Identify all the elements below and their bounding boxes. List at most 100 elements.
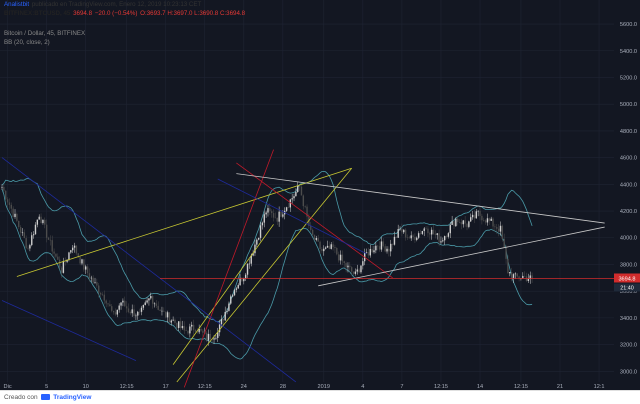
candle-body	[183, 325, 185, 331]
candle-body	[529, 275, 531, 280]
candle-body	[414, 236, 416, 240]
candle-body	[438, 233, 440, 243]
candle-body	[25, 238, 27, 248]
yellow-line-3[interactable]	[172, 224, 274, 365]
drawing-lines[interactable]	[1, 149, 605, 388]
x-tick-label: 5	[45, 384, 48, 390]
y-tick-label: 3200.0	[620, 343, 637, 349]
change-value: −20.0 (−0.54%)	[94, 10, 138, 17]
candle-body	[114, 312, 117, 315]
price-chart[interactable]: 5600.05400.05200.05000.04800.04600.04400…	[0, 0, 640, 390]
candle-body	[429, 233, 431, 235]
candle-body	[510, 272, 513, 278]
candle-body	[306, 206, 308, 217]
red-line-2[interactable]	[183, 149, 274, 388]
candle-body	[317, 238, 319, 242]
white-line-lower[interactable]	[318, 226, 605, 287]
candle-body	[122, 300, 124, 303]
candle-body	[523, 275, 526, 277]
y-tick-label: 5000.0	[620, 102, 637, 108]
candle-body	[358, 269, 360, 273]
candle-body	[109, 304, 111, 307]
candle-body	[336, 248, 338, 255]
candle-body	[36, 219, 39, 225]
candle-body	[499, 225, 502, 232]
candle-body	[254, 244, 256, 254]
blue-line-1[interactable]	[1, 157, 297, 383]
price-axis[interactable]	[614, 0, 640, 390]
close-value: 3694.8	[73, 10, 93, 17]
white-line-upper[interactable]	[236, 173, 605, 224]
y-tick-label: 3000.0	[620, 369, 637, 375]
candle-body	[375, 245, 377, 251]
candle-body	[319, 241, 321, 249]
author-link[interactable]: Analistbit	[4, 1, 30, 8]
candle-body	[302, 195, 305, 207]
candle-body	[207, 333, 210, 341]
tradingview-link[interactable]: TradingView	[53, 394, 92, 401]
candle-body	[218, 324, 221, 333]
candle-body	[153, 303, 156, 305]
candle-body	[436, 233, 438, 235]
candle-body	[412, 235, 414, 237]
candle-body	[408, 237, 411, 239]
candle-body	[120, 302, 122, 306]
candle-body	[47, 237, 50, 240]
candle-body	[417, 233, 420, 238]
indicator-label[interactable]: BB (20, close, 2)	[4, 39, 50, 46]
candle-body	[178, 321, 180, 328]
candle-body	[150, 295, 152, 299]
candle-body	[326, 245, 329, 248]
candle-body	[77, 253, 79, 258]
candle-body	[427, 228, 429, 234]
symbol-label[interactable]: BITFINEX:BTCUSD, 45	[4, 10, 71, 17]
candle-body	[492, 218, 494, 227]
axis-labels: 5600.05400.05200.05000.04800.04600.04400…	[4, 22, 637, 390]
yellow-line-1[interactable]	[16, 167, 352, 277]
candle-body	[512, 274, 515, 278]
x-tick-label: 21	[557, 384, 563, 390]
candle-body	[237, 285, 239, 289]
candle-body	[34, 224, 37, 235]
candle-body	[362, 261, 364, 266]
candle-body	[40, 216, 42, 224]
candle-body	[79, 257, 81, 264]
candle-body	[315, 238, 318, 240]
candle-body	[94, 282, 96, 283]
red-line-1[interactable]	[236, 162, 393, 279]
candle-body	[205, 332, 208, 341]
x-tick-label: 2019	[318, 384, 330, 390]
candle-body	[144, 302, 146, 305]
x-tick-label: 7	[400, 384, 403, 390]
candle-body	[151, 295, 154, 304]
candle-body	[83, 259, 85, 270]
candle-body	[116, 309, 119, 315]
candle-body	[350, 267, 353, 272]
candle-body	[280, 211, 282, 217]
candle-body	[215, 337, 217, 339]
blue-line-2[interactable]	[1, 300, 137, 361]
blue-line-3[interactable]	[217, 178, 367, 255]
candle-body	[118, 305, 120, 310]
yellow-line-2[interactable]	[176, 168, 352, 383]
y-tick-label: 3800.0	[620, 262, 637, 268]
x-tick-label: 24	[241, 384, 247, 390]
x-tick-label: 12:15	[198, 384, 212, 390]
candle-body	[70, 250, 72, 253]
candle-body	[230, 296, 232, 304]
candle-body	[226, 310, 228, 312]
candle-body	[213, 338, 215, 340]
candle-body	[19, 226, 22, 233]
x-tick-label: 28	[280, 384, 286, 390]
candle-body	[31, 235, 33, 246]
y-tick-label: 4000.0	[620, 236, 637, 242]
candle-body	[432, 229, 435, 235]
candle-body	[60, 267, 63, 273]
candle-body	[378, 246, 381, 250]
candle-body	[75, 245, 78, 254]
plot-background[interactable]	[0, 0, 614, 390]
candle-body	[497, 228, 500, 232]
candle-body	[451, 221, 453, 225]
candle-body	[401, 228, 403, 233]
